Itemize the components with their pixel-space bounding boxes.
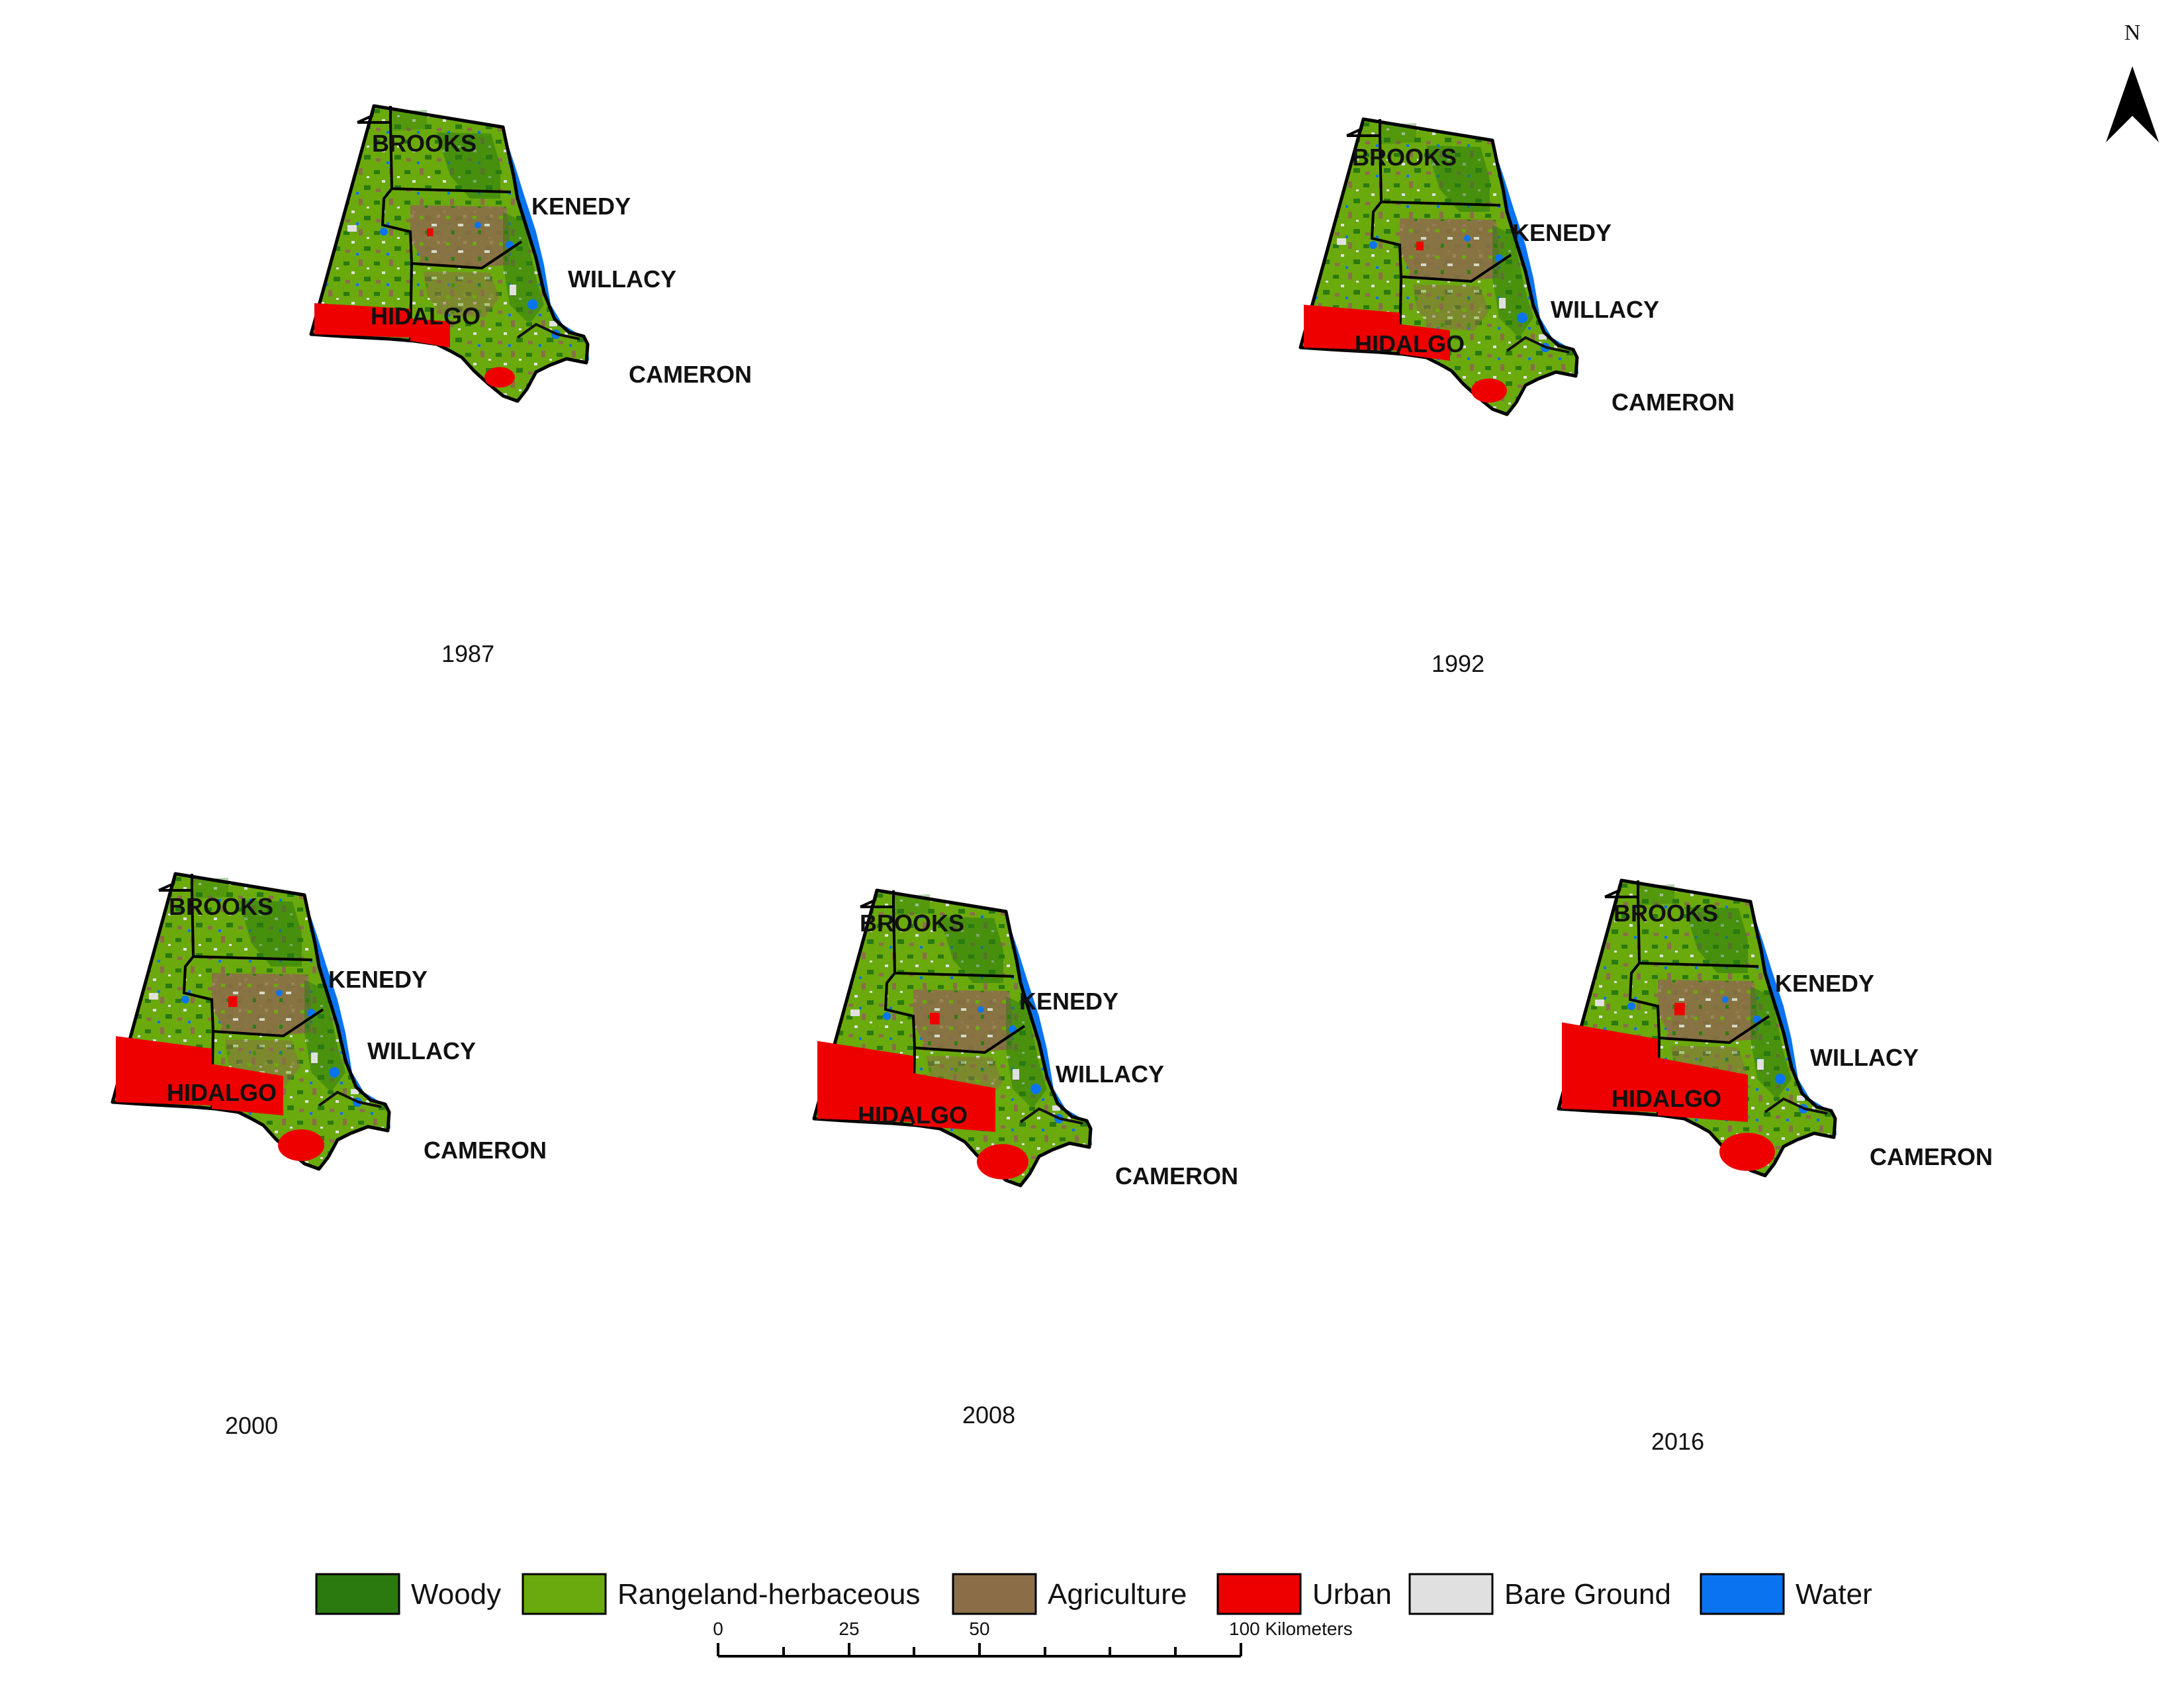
urban-extent: [1562, 1003, 1775, 1171]
urban-cameron: [212, 1064, 283, 1115]
legend-label-woody: Woody: [411, 1578, 501, 1611]
urban-hidalgo: [1304, 305, 1400, 351]
map-panel-1987: BROOKS KENEDY WILLACY HIDALGO CAMERON 19…: [311, 106, 752, 667]
urban-cameron: [1658, 1057, 1748, 1122]
legend-swatch-bare-ground: [1408, 1573, 1494, 1615]
map-panel-2000: BROOKS KENEDY WILLACY HIDALGO CAMERON 20…: [113, 874, 547, 1439]
urban-raymondville: [228, 996, 238, 1008]
map-year-label: 1992: [1432, 650, 1484, 677]
county-label-willacy: WILLACY: [367, 1037, 476, 1064]
county-label-brooks: BROOKS: [372, 130, 477, 157]
county-label-hidalgo: HIDALGO: [858, 1102, 968, 1129]
county-label-cameron: CAMERON: [1612, 389, 1735, 416]
legend-label-agriculture: Agriculture: [1048, 1578, 1187, 1611]
scale-tick-25: 25: [839, 1618, 859, 1639]
map-year-label: 2016: [1651, 1428, 1704, 1455]
county-label-cameron: CAMERON: [1870, 1143, 1993, 1170]
county-label-brooks: BROOKS: [860, 910, 964, 937]
scale-tick-0: 0: [713, 1618, 723, 1639]
urban-hidalgo: [1562, 1022, 1658, 1112]
county-label-cameron: CAMERON: [629, 361, 752, 388]
urban-extent: [1304, 242, 1507, 403]
legend-swatch-woody: [315, 1573, 400, 1615]
urban-brownsville: [1719, 1133, 1775, 1171]
county-label-kenedy: KENEDY: [531, 193, 631, 220]
legend-swatch-water: [1700, 1573, 1785, 1615]
urban-cameron: [913, 1073, 995, 1132]
county-label-brooks: BROOKS: [1352, 144, 1457, 171]
urban-extent: [116, 996, 324, 1161]
county-label-kenedy: KENEDY: [1019, 988, 1118, 1015]
north-arrow: N: [2106, 21, 2159, 142]
county-label-kenedy: KENEDY: [328, 966, 428, 993]
legend: Woody Rangeland-herbaceous Agriculture Urba…: [315, 1573, 1872, 1615]
county-label-brooks: BROOKS: [169, 893, 273, 920]
legend-swatch-agriculture: [952, 1573, 1037, 1615]
map-panel-2008: BROOKS KENEDY WILLACY HIDALGO CAMERON 20…: [814, 890, 1238, 1429]
county-label-brooks: BROOKS: [1614, 900, 1718, 927]
urban-cameron: [1400, 324, 1450, 361]
urban-extent: [817, 1013, 1028, 1180]
county-label-willacy: WILLACY: [1810, 1044, 1919, 1071]
county-label-hidalgo: HIDALGO: [371, 303, 480, 330]
county-label-cameron: CAMERON: [424, 1137, 547, 1164]
county-label-kenedy: KENEDY: [1512, 219, 1612, 246]
urban-hidalgo: [116, 1036, 212, 1105]
map-panel-2016: BROOKS KENEDY WILLACY HIDALGO CAMERON 20…: [1559, 880, 1993, 1455]
county-label-willacy: WILLACY: [1056, 1060, 1164, 1088]
map-year-label: 2000: [225, 1412, 278, 1439]
urban-extent: [314, 228, 515, 388]
county-label-cameron: CAMERON: [1115, 1162, 1238, 1190]
urban-raymondville: [427, 228, 433, 236]
urban-raymondville: [930, 1013, 940, 1025]
map-year-label: 2008: [962, 1401, 1015, 1429]
urban-brownsville: [278, 1129, 324, 1161]
legend-label-urban: Urban: [1312, 1578, 1392, 1611]
legend-swatch-urban: [1216, 1573, 1302, 1615]
county-label-hidalgo: HIDALGO: [167, 1079, 277, 1106]
legend-label-bare-ground: Bare Ground: [1504, 1578, 1671, 1611]
urban-brownsville: [484, 367, 515, 388]
urban-cameron: [410, 318, 450, 348]
scale-tick-100: 100 Kilometers: [1229, 1618, 1353, 1639]
county-label-hidalgo: HIDALGO: [1355, 330, 1465, 357]
county-label-kenedy: KENEDY: [1775, 970, 1874, 997]
map-year-label: 1987: [441, 640, 494, 667]
north-arrow-icon: [2106, 66, 2159, 142]
scale-bar: 0 25 50 100 Kilometers: [713, 1618, 1353, 1658]
county-label-willacy: WILLACY: [568, 265, 676, 293]
county-label-willacy: WILLACY: [1551, 296, 1659, 323]
map-panel-1992: BROOKS KENEDY WILLACY HIDALGO CAMERON 19…: [1300, 119, 1735, 677]
scale-tick-50: 50: [969, 1618, 989, 1639]
urban-brownsville: [1471, 378, 1507, 403]
legend-label-rangeland-herbaceous: Rangeland-herbaceous: [617, 1578, 920, 1611]
legend-label-water: Water: [1796, 1578, 1872, 1611]
legend-swatch-rangeland-herbaceous: [522, 1573, 607, 1615]
urban-raymondville: [1674, 1003, 1685, 1015]
urban-hidalgo: [817, 1041, 913, 1122]
urban-raymondville: [1416, 242, 1424, 251]
urban-brownsville: [977, 1144, 1028, 1180]
urban-hidalgo: [314, 303, 410, 338]
county-label-hidalgo: HIDALGO: [1612, 1085, 1721, 1112]
north-label: N: [2124, 21, 2141, 45]
